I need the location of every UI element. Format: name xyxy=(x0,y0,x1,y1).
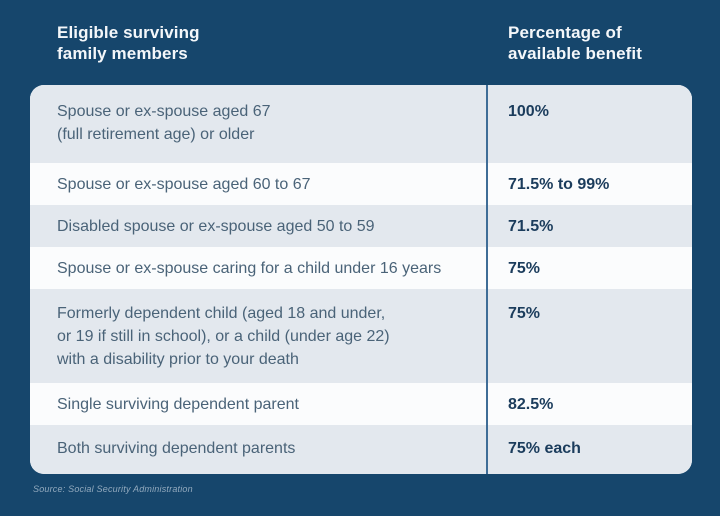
benefit-cell: 71.5% xyxy=(508,218,554,235)
benefit-cell: 75% xyxy=(508,305,541,322)
table-row: Formerly dependent child (aged 18 and un… xyxy=(30,289,692,383)
member-cell: Formerly dependent child (aged 18 and un… xyxy=(57,305,390,368)
member-cell: Spouse or ex-spouse caring for a child u… xyxy=(57,260,442,277)
table-row: Both surviving dependent parents 75% eac… xyxy=(30,425,692,474)
member-cell: Both surviving dependent parents xyxy=(57,440,296,457)
benefit-cell: 82.5% xyxy=(508,396,554,413)
benefit-cell: 75% xyxy=(508,260,541,277)
benefit-cell: 71.5% to 99% xyxy=(508,176,610,193)
benefit-column-header: Percentage of available benefit xyxy=(508,23,642,63)
member-cell: Single surviving dependent parent xyxy=(57,396,299,413)
table-row: Disabled spouse or ex-spouse aged 50 to … xyxy=(30,205,692,247)
source-note: Source: Social Security Administration xyxy=(33,484,193,494)
column-divider xyxy=(486,85,488,474)
benefit-cell: 100% xyxy=(508,103,549,120)
member-cell: Disabled spouse or ex-spouse aged 50 to … xyxy=(57,218,375,235)
member-cell: Spouse or ex-spouse aged 67 (full retire… xyxy=(57,103,271,143)
table-row: Spouse or ex-spouse aged 67 (full retire… xyxy=(30,85,692,163)
benefits-table: Spouse or ex-spouse aged 67 (full retire… xyxy=(30,85,692,474)
table-row: Spouse or ex-spouse aged 60 to 67 71.5% … xyxy=(30,163,692,205)
member-cell: Spouse or ex-spouse aged 60 to 67 xyxy=(57,176,311,193)
benefit-cell: 75% each xyxy=(508,440,581,457)
table-row: Single surviving dependent parent 82.5% xyxy=(30,383,692,425)
members-column-header: Eligible surviving family members xyxy=(57,23,200,63)
table-row: Spouse or ex-spouse caring for a child u… xyxy=(30,247,692,289)
